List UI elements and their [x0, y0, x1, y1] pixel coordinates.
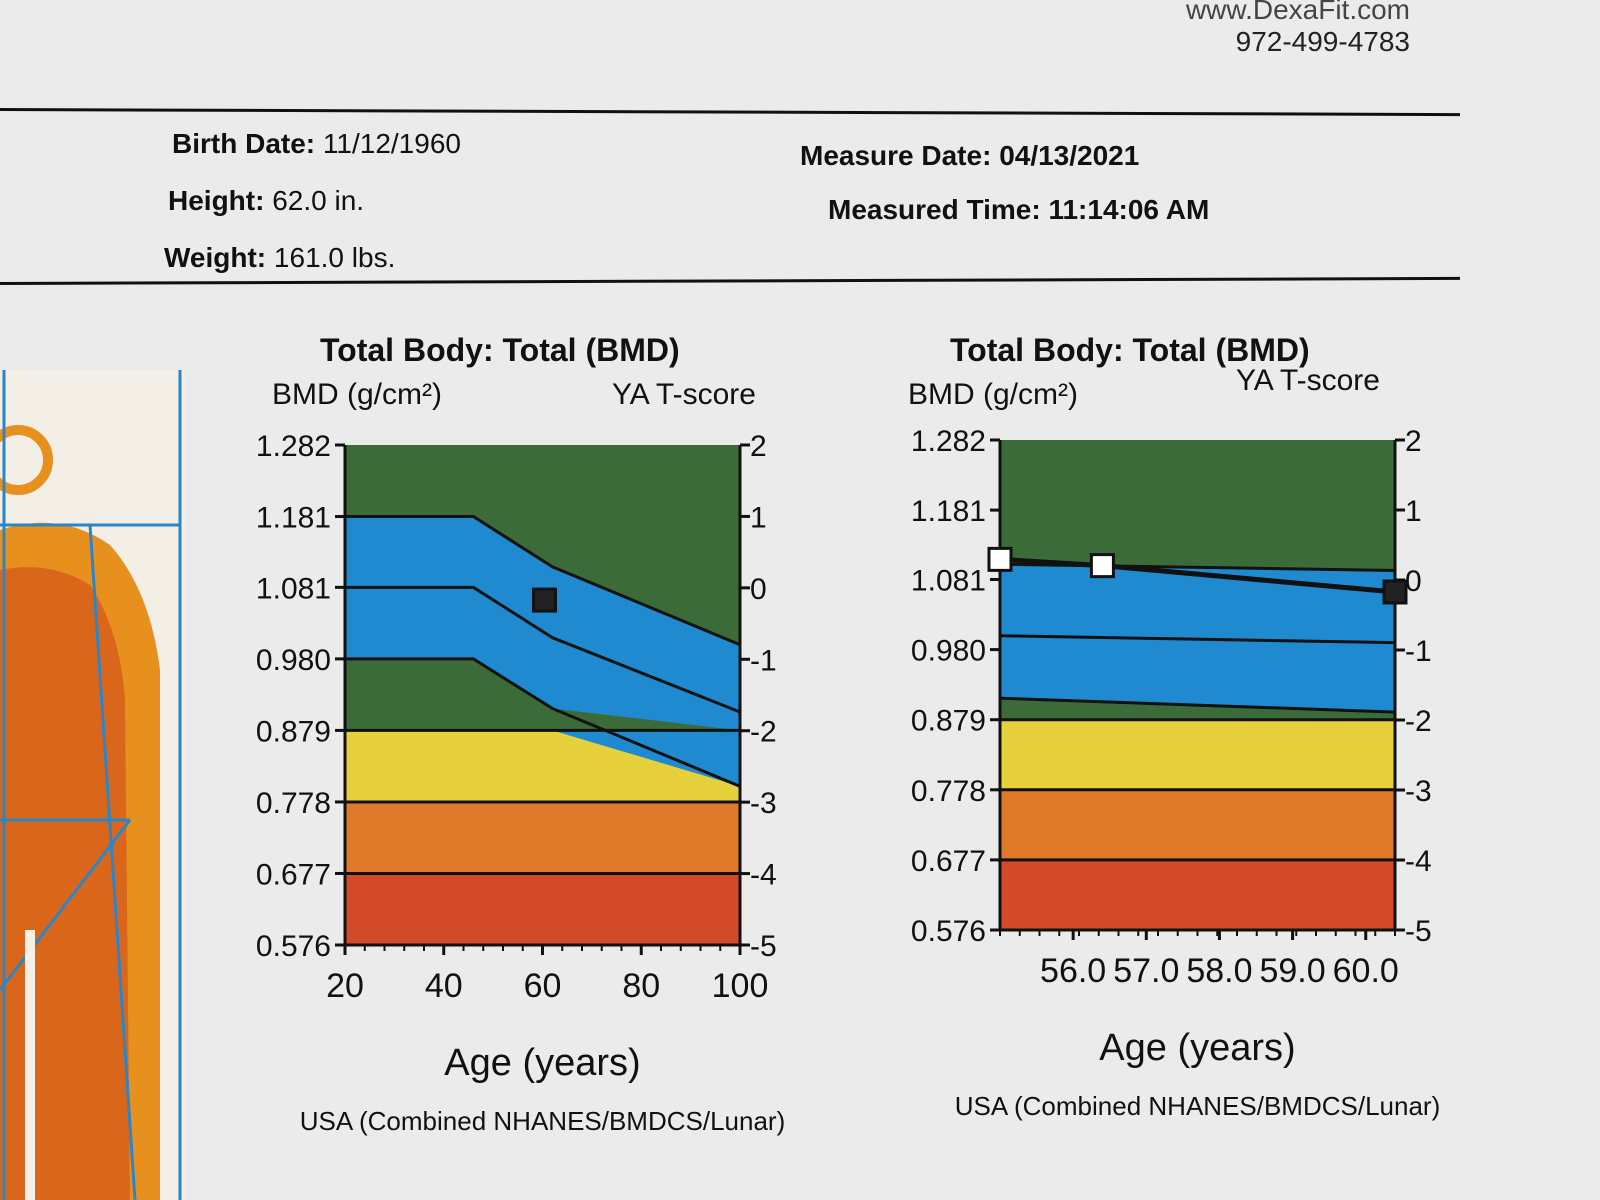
chart1-t-tick-label-5: -3 [750, 787, 777, 820]
chart2-y-tick-label-3: 0.980 [911, 635, 986, 668]
chart1-y-tick-label-7: 0.576 [256, 930, 331, 963]
chart2-curve-minus1 [999, 696, 1396, 714]
weight-row: Weight: 161.0 lbs. [164, 242, 395, 274]
chart1-t-tick-label-3: -1 [750, 644, 777, 677]
measure-date-value: 04/13/2021 [999, 140, 1140, 171]
chart1-band-green-top [345, 445, 740, 645]
chart2-curve-zero [999, 634, 1396, 645]
clinic-website: www.DexaFit.com [1185, 0, 1410, 25]
chart2-band-green-low [1000, 698, 1395, 720]
chart1-t-tick-label-4: -2 [750, 716, 777, 749]
weight-value: 161.0 lbs. [273, 242, 396, 273]
chart1-title: Total Body: Total (BMD) [320, 332, 680, 368]
chart1-band-green-low [345, 658, 740, 731]
chart1-y-tick-label-4: 0.879 [256, 715, 331, 748]
chart2-t-tick-label-3: -1 [1405, 635, 1432, 668]
chart1-reference-label: USA (Combined NHANES/BMDCS/Lunar) [300, 1106, 786, 1136]
chart2-y-tick-label-7: 0.576 [911, 915, 986, 948]
chart2-data-point-1 [1089, 553, 1115, 579]
measured-time-row: Measured Time: 11:14:06 AM [828, 194, 1209, 226]
chart1-y-tick-label-1: 1.181 [256, 502, 331, 535]
chart1-x-tick-label-4: 100 [712, 967, 769, 1005]
measure-date-row: Measure Date: 04/13/2021 [800, 140, 1139, 172]
measure-date-label: Measure Date: [800, 140, 992, 171]
chart2-y-tick-label-6: 0.677 [911, 845, 986, 878]
chart1-t-tick-label-7: -5 [750, 930, 777, 963]
measured-time-value: 11:14:06 AM [1048, 194, 1210, 225]
chart2-y-tick-label-1: 1.181 [911, 495, 986, 528]
chart2-x-tick-label-4: 60.0 [1333, 952, 1399, 990]
chart2-band-orange [1000, 789, 1395, 860]
chart1-x-tick-label-3: 80 [622, 967, 660, 1005]
chart2-data-point-2 [1382, 579, 1408, 605]
birth-date-row: Birth Date: 11/12/1960 [172, 128, 461, 160]
chart1-t-tick-label-0: 2 [750, 430, 767, 463]
clinic-phone: 972-499-4783 [1235, 26, 1410, 57]
height-label: Height: [168, 185, 265, 216]
chart2-y-tick-label-0: 1.282 [911, 425, 986, 458]
chart2-t-tick-label-4: -2 [1405, 705, 1432, 738]
chart2-tscore-label: YA T-score [1236, 364, 1380, 397]
chart1-y-tick-label-5: 0.778 [256, 787, 331, 820]
chart2-t-tick-label-7: -5 [1405, 915, 1432, 948]
chart1-y-tick-label-3: 0.980 [256, 644, 331, 677]
height-row: Height: 62.0 in. [168, 185, 364, 217]
chart1-curve-zero [345, 585, 741, 714]
chart2-t-tick-label-1: 1 [1405, 495, 1422, 528]
chart2-x-tick-label-2: 58.0 [1186, 952, 1252, 990]
chart2-x-tick-label-1: 57.0 [1113, 952, 1179, 990]
chart2-x-tick-label-3: 59.0 [1259, 952, 1325, 990]
chart2-t-tick-label-2: 0 [1405, 565, 1422, 598]
clinic-contact: www.DexaFit.com 972-499-4783 [1186, 0, 1410, 58]
chart1-y-tick-label-6: 0.677 [256, 858, 331, 891]
chart1-band-orange [345, 801, 740, 874]
chart1-tscore-label: YA T-score [612, 378, 756, 411]
chart2-ylabel: BMD (g/cm²) [908, 378, 1078, 411]
chart1-x-tick-label-2: 60 [524, 967, 562, 1005]
chart2-x-axis-title: Age (years) [1099, 1027, 1295, 1069]
chart2-x-tick-label-0: 56.0 [1040, 952, 1106, 990]
chart1-x-tick-label-1: 40 [425, 967, 463, 1005]
chart1-x-axis-title: Age (years) [444, 1042, 640, 1084]
chart1-curve-plus1 [345, 515, 741, 647]
measured-time-label: Measured Time: [828, 194, 1041, 225]
chart1-band-red [345, 873, 740, 945]
height-value: 62.0 in. [272, 185, 365, 216]
birth-date-value: 11/12/1960 [322, 128, 461, 159]
chart1-t-tick-label-2: 0 [750, 573, 767, 606]
chart2-y-tick-label-4: 0.879 [911, 705, 986, 738]
chart2-y-tick-label-2: 1.081 [911, 565, 986, 598]
chart2-t-tick-label-0: 2 [1405, 425, 1422, 458]
chart2-data-point-0 [987, 546, 1013, 572]
chart2-t-tick-label-6: -4 [1405, 845, 1432, 878]
chart2-title: Total Body: Total (BMD) [950, 332, 1310, 368]
chart1-t-tick-label-1: 1 [750, 501, 767, 534]
chart2-y-tick-label-5: 0.778 [911, 775, 986, 808]
body-scan-image [0, 370, 185, 1200]
weight-label: Weight: [164, 242, 267, 273]
chart2-band-red [1000, 859, 1395, 930]
chart2-band-green-top [1000, 440, 1395, 571]
birth-date-label: Birth Date: [172, 128, 316, 159]
chart1-y-tick-label-0: 1.282 [256, 430, 331, 463]
chart1-y-tick-label-2: 1.081 [256, 572, 331, 605]
chart1-curve-minus1 [345, 657, 741, 788]
chart2-reference-label: USA (Combined NHANES/BMDCS/Lunar) [955, 1091, 1441, 1121]
chart2-t-tick-label-5: -3 [1405, 775, 1432, 808]
chart1-data-point-0 [531, 587, 557, 613]
chart1-ylabel: BMD (g/cm²) [272, 378, 442, 411]
chart1-t-tick-label-6: -4 [750, 859, 777, 892]
chart1-x-tick-label-0: 20 [326, 967, 364, 1005]
